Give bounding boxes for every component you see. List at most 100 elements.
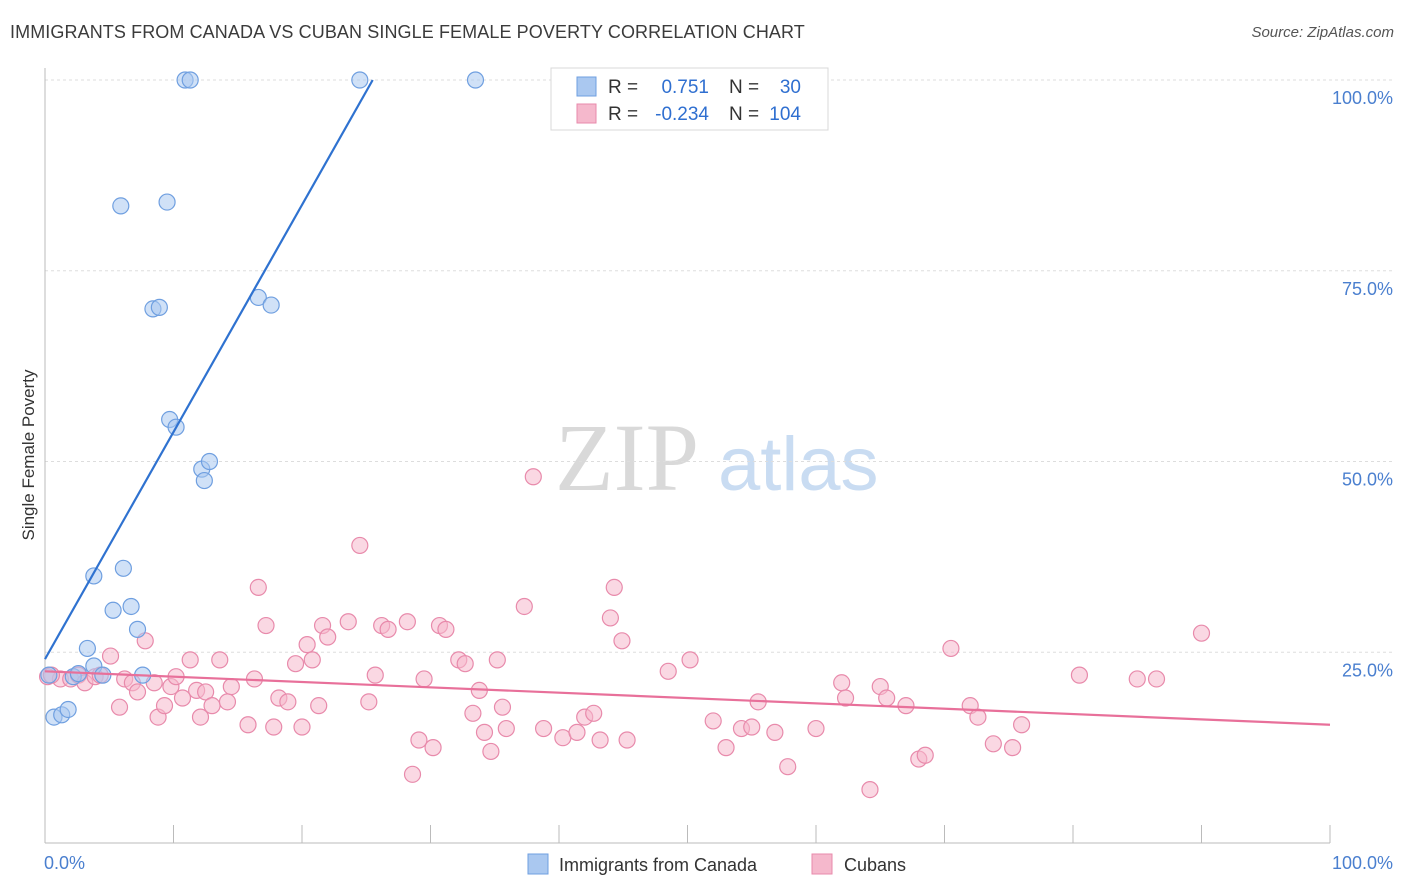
cubans-point — [779, 758, 797, 776]
cubans-point — [424, 739, 442, 757]
cubans-point — [437, 620, 455, 638]
cubans-point — [218, 693, 237, 711]
canada-trendline — [44, 79, 374, 660]
cubans-point — [1012, 716, 1031, 734]
y-tick-label: 75.0% — [1342, 279, 1393, 299]
cubans-point — [181, 651, 199, 669]
cubans-point — [464, 704, 482, 722]
cubans-point — [482, 742, 500, 761]
watermark: ZIP atlas — [555, 404, 879, 511]
canada-point — [466, 71, 485, 89]
cubans-point — [211, 651, 229, 669]
cubans-point — [493, 698, 512, 716]
legend-r-value-1: -0.234 — [655, 104, 709, 125]
cubans-point — [319, 628, 337, 646]
bottom-legend-label-canada: Immigrants from Canada — [559, 855, 758, 875]
cubans-point — [339, 613, 357, 631]
cubans-point — [1147, 670, 1166, 688]
cubans-trendline — [44, 670, 1331, 726]
axes — [44, 68, 1331, 844]
cubans-point — [379, 620, 397, 638]
cubans-point — [969, 708, 987, 726]
cubans-point — [310, 697, 328, 715]
cubans-point — [984, 735, 1002, 753]
cubans-point — [279, 693, 297, 711]
trendlines — [44, 79, 1331, 726]
cubans-point — [415, 670, 433, 688]
canada-point — [122, 597, 140, 616]
canada-point — [112, 197, 130, 215]
cubans-point — [833, 674, 851, 692]
y-tick-label: 100.0% — [1332, 88, 1393, 108]
legend-r-value-0: 0.751 — [661, 77, 709, 98]
cubans-point — [591, 731, 609, 749]
canada-point — [59, 700, 77, 719]
bottom-legend-swatch-canada — [527, 853, 549, 875]
watermark-zip: ZIP — [555, 404, 699, 511]
cubans-point — [360, 693, 378, 711]
cubans-point — [807, 719, 825, 738]
cubans-point — [410, 731, 428, 749]
cubans-point — [101, 647, 120, 665]
cubans-point — [497, 719, 515, 738]
cubans-point — [618, 731, 636, 749]
canada-point — [195, 471, 213, 490]
cubans-point — [191, 708, 210, 726]
canada-point — [128, 620, 147, 638]
cubans-point — [173, 689, 192, 707]
cubans-point — [293, 718, 311, 736]
canada-point — [94, 666, 112, 684]
canada-point — [78, 639, 97, 658]
cubans-point — [475, 723, 494, 741]
cubans-point — [197, 683, 215, 701]
legend-n-label-0: N = — [729, 77, 759, 98]
canada-points — [40, 71, 485, 726]
legend-swatch-cubans — [576, 103, 597, 124]
cubans-point — [456, 655, 474, 673]
canada-point — [158, 193, 176, 211]
cubans-point — [366, 666, 384, 684]
cubans-point — [704, 712, 722, 730]
cubans-point — [203, 697, 221, 715]
cubans-point — [286, 655, 305, 673]
cubans-point — [659, 662, 677, 680]
cubans-point — [836, 689, 855, 707]
canada-point — [40, 666, 58, 684]
cubans-point — [351, 536, 369, 555]
cubans-point — [239, 716, 257, 734]
cubans-point — [717, 739, 735, 757]
canada-point — [114, 559, 132, 577]
canada-point — [104, 601, 122, 619]
cubans-point — [861, 780, 879, 799]
cubans-point — [601, 609, 620, 627]
cubans-point — [743, 718, 761, 736]
cubans-point — [110, 698, 129, 716]
cubans-point — [534, 719, 553, 738]
cubans-point — [942, 639, 960, 658]
cubans-point — [1070, 666, 1089, 684]
y-tick-label: 50.0% — [1342, 470, 1393, 490]
y-tick-label: 25.0% — [1342, 660, 1393, 680]
cubans-point — [249, 578, 267, 596]
legend-box: R = 0.751 N = 30 R = -0.234 N = 104 — [550, 67, 829, 131]
cubans-point — [897, 697, 915, 715]
cubans-point — [515, 597, 533, 616]
cubans-point — [298, 636, 316, 654]
cubans-point — [128, 683, 147, 701]
bottom-legend: Immigrants from Canada Cubans — [527, 853, 906, 875]
canada-point — [200, 452, 219, 471]
x-tick-label-max: 100.0% — [1332, 853, 1393, 873]
bottom-legend-label-cubans: Cubans — [844, 855, 906, 875]
canada-point — [150, 298, 168, 316]
bottom-legend-swatch-cubans — [811, 853, 833, 875]
cubans-point — [878, 689, 896, 707]
cubans-point — [916, 746, 934, 764]
cubans-point — [257, 616, 275, 635]
cubans-points — [38, 468, 1211, 799]
canada-point — [181, 71, 199, 89]
legend-n-label-1: N = — [729, 104, 759, 125]
legend-n-value-0: 30 — [780, 77, 801, 98]
source-label: Source: ZipAtlas.com — [1251, 24, 1394, 41]
canada-point — [262, 296, 280, 314]
